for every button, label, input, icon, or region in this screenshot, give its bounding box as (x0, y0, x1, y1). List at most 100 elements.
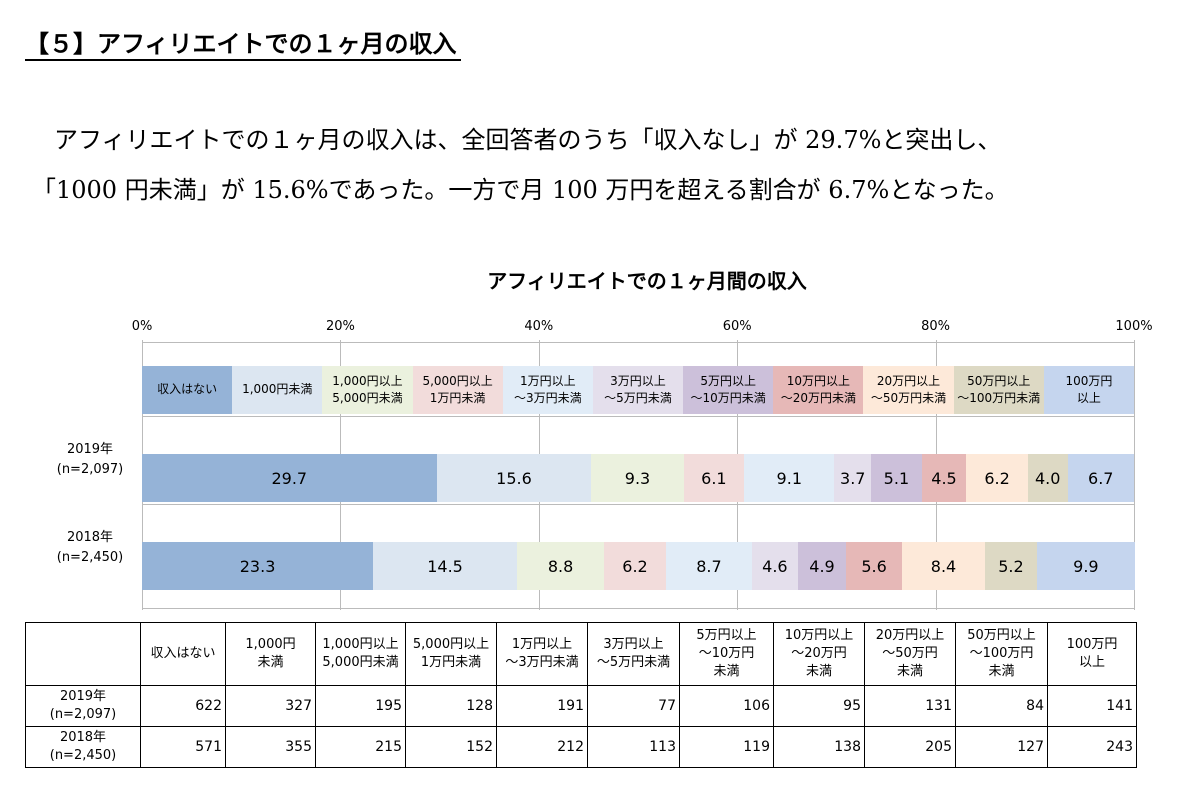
bar-segment (665, 542, 753, 590)
bar-segment (1067, 454, 1134, 502)
data-label: 14.5 (427, 556, 463, 576)
cell: 128 (405, 685, 497, 727)
paragraph-line: アフィリエイトでの１ヶ月の収入は、全回答者のうち「収入なし」が 29.7%と突出… (54, 126, 1002, 154)
data-label: 4.9 (809, 556, 835, 576)
grid-line (1134, 340, 1135, 610)
bar-segment (966, 454, 1028, 502)
cell: 191 (496, 685, 588, 727)
cell: 212 (496, 726, 588, 768)
data-label: 3.7 (840, 468, 866, 488)
data-label: 29.7 (271, 468, 308, 488)
cell: 141 (1047, 685, 1137, 727)
data-label: 5.1 (883, 468, 910, 488)
header-cell: 1,000円 未満 (225, 622, 316, 686)
header-cell: 100万円 以上 (1047, 622, 1137, 686)
data-label: 4.5 (931, 468, 957, 488)
legend-entry: 5万円以上 ～10万円未満 (683, 366, 774, 414)
data-label: 9.1 (776, 468, 802, 488)
row-label: 2019年 (n=2,097) (25, 685, 141, 727)
cell: 195 (315, 685, 406, 727)
data-table: 収入はない 1,000円 未満 1,000円以上 5,000円未満 5,000円以上 … (25, 622, 1137, 768)
data-label: 8.7 (696, 556, 722, 576)
legend-entry: 1,000円未満 (232, 366, 323, 414)
frame-line (142, 504, 1134, 505)
row-label: 2018年 (n=2,450) (25, 726, 141, 768)
data-label: 8.4 (930, 556, 957, 576)
header-cell: 収入はない (140, 622, 226, 686)
cell: 138 (773, 726, 865, 768)
section-title: 【５】アフィリエイトでの１ヶ月の収入 (25, 24, 461, 61)
data-label: 6.1 (701, 468, 727, 488)
cell: 152 (405, 726, 497, 768)
data-label: 6.2 (984, 468, 1010, 488)
y-tick-label: 2019年 (n=2,097) (56, 442, 124, 477)
cell: 327 (225, 685, 316, 727)
chart-title: アフィリエイトでの１ヶ月間の収入 (487, 269, 807, 293)
cell: 243 (1047, 726, 1137, 768)
data-label: 9.9 (1073, 556, 1099, 576)
cell: 95 (773, 685, 865, 727)
legend-entry: 5,000円以上 1万円未満 (412, 366, 503, 414)
cell: 131 (864, 685, 956, 727)
header-cell: 1,000円以上 5,000円未満 (315, 622, 406, 686)
cell: 119 (679, 726, 774, 768)
header-cell: 1万円以上 ～3万円未満 (496, 622, 588, 686)
legend-entry: 100万円 以上 (1043, 366, 1134, 414)
bar-segment (846, 542, 902, 590)
x-tick-label: 100% (1115, 319, 1153, 334)
header-cell: 50万円以上 ～100万円 未満 (955, 622, 1048, 686)
data-row: 2019年 (n=2,097) 622 327 195 128 191 77 106 95 131… (25, 685, 1137, 727)
x-tick-label: 60% (722, 319, 752, 334)
header-cell: 10万円以上 ～20万円 未満 (773, 622, 865, 686)
bar-segment (752, 542, 798, 590)
bar-segment (591, 454, 684, 502)
data-label: 5.6 (861, 556, 887, 576)
data-label: 4.6 (762, 556, 788, 576)
legend-entry: 50万円以上 ～100万円未満 (953, 366, 1044, 414)
data-row: 2018年 (n=2,450) 571 355 215 152 212 113 119 138 2… (25, 726, 1137, 768)
data-label: 23.3 (239, 556, 276, 576)
x-tick-label: 40% (524, 319, 554, 334)
frame-line (142, 416, 1134, 417)
cell: 622 (140, 685, 226, 727)
bar-segment (142, 454, 437, 502)
frame-line (142, 342, 1134, 343)
data-label: 15.6 (496, 468, 532, 488)
header-cell: 5万円以上 ～10万円 未満 (679, 622, 774, 686)
data-label: 8.8 (547, 556, 574, 576)
cell: 127 (955, 726, 1048, 768)
cell: 113 (587, 726, 680, 768)
data-label: 5.2 (998, 556, 1024, 576)
cell: 77 (587, 685, 680, 727)
legend-entry: 20万円以上 ～50万円未満 (863, 366, 954, 414)
bar-segment (142, 542, 374, 590)
cell: 355 (225, 726, 316, 768)
bar-segment (683, 454, 745, 502)
legend-entry: 3万円以上 ～5万円未満 (592, 366, 684, 414)
legend-entry: 1,000円以上 5,000円未満 (322, 366, 413, 414)
header-cell: 5,000円以上 1万円未満 (405, 622, 497, 686)
bar-segment (921, 454, 967, 502)
cell: 106 (679, 685, 774, 727)
cell: 84 (955, 685, 1048, 727)
bar-segment (985, 542, 1037, 590)
frame-line (142, 608, 1134, 609)
paragraph-line: 「1000 円未満」が 15.6%であった。一方で月 100 万円を超える割合が… (32, 176, 1009, 204)
header-cell: 20万円以上 ～50万円 未満 (864, 622, 956, 686)
x-tick-label: 80% (921, 319, 951, 334)
cell: 205 (864, 726, 956, 768)
bar-segment (604, 542, 666, 590)
bar-segment (744, 454, 835, 502)
corner-cell (25, 622, 141, 686)
data-label: 6.2 (622, 556, 648, 576)
x-tick-label: 0% (131, 319, 153, 334)
cell: 215 (315, 726, 406, 768)
bar-segment (871, 454, 922, 502)
legend-entry: 10万円以上 ～20万円未満 (773, 366, 864, 414)
bar-segment (1027, 454, 1068, 502)
x-tick-label: 20% (325, 319, 355, 334)
bar-segment (834, 454, 872, 502)
bar-segment (901, 542, 986, 590)
legend-entry: 収入はない (142, 366, 233, 414)
